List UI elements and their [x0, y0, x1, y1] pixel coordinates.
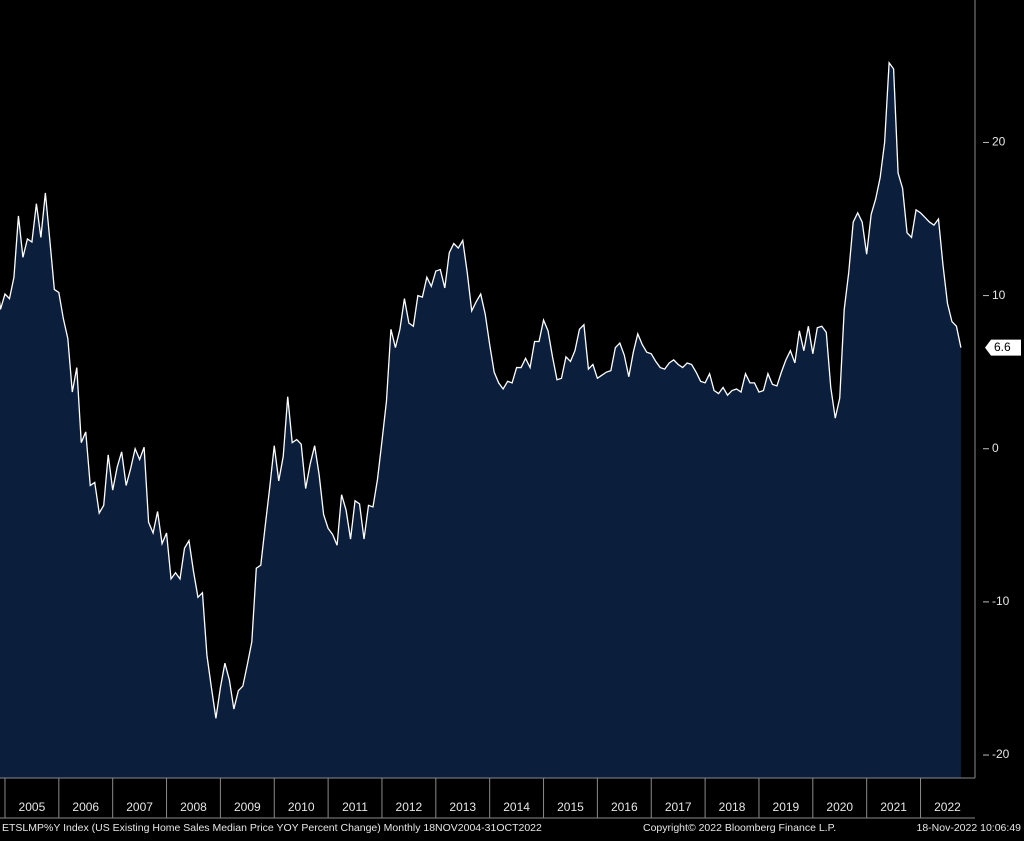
y-tick-label: 20 — [992, 135, 1006, 149]
x-tick-label: 2007 — [126, 800, 153, 814]
x-tick-label: 2013 — [449, 800, 476, 814]
x-tick-label: 2005 — [19, 800, 46, 814]
y-tick-label: -10 — [992, 594, 1010, 608]
footer-left: ETSLMP%Y Index (US Existing Home Sales M… — [2, 822, 542, 834]
x-tick-label: 2009 — [234, 800, 261, 814]
x-tick-label: 2016 — [611, 800, 638, 814]
last-value-tag — [985, 339, 1021, 356]
x-tick-label: 2020 — [826, 800, 853, 814]
x-tick-label: 2010 — [288, 800, 315, 814]
line — [0, 60, 962, 719]
last-value-label: 6.6 — [994, 340, 1011, 354]
plot-area — [0, 60, 962, 778]
x-tick-label: 2019 — [773, 800, 800, 814]
area — [0, 62, 961, 778]
x-tick-label: 2012 — [396, 800, 423, 814]
x-tick-label: 2015 — [557, 800, 584, 814]
y-tick-label: -20 — [992, 747, 1010, 761]
x-tick-label: 2014 — [503, 800, 530, 814]
y-tick-label: 0 — [992, 441, 999, 455]
footer-center: Copyright© 2022 Bloomberg Finance L.P. — [643, 822, 836, 834]
y-tick-label: 10 — [992, 288, 1006, 302]
x-tick-label: 2017 — [665, 800, 692, 814]
x-tick-label: 2018 — [719, 800, 746, 814]
x-tick-label: 2006 — [72, 800, 99, 814]
footer-right: 18-Nov-2022 10:06:49 — [917, 822, 1022, 834]
x-tick-label: 2022 — [934, 800, 961, 814]
x-tick-label: 2008 — [180, 800, 207, 814]
x-tick-label: 2021 — [880, 800, 907, 814]
x-tick-label: 2011 — [342, 800, 368, 814]
